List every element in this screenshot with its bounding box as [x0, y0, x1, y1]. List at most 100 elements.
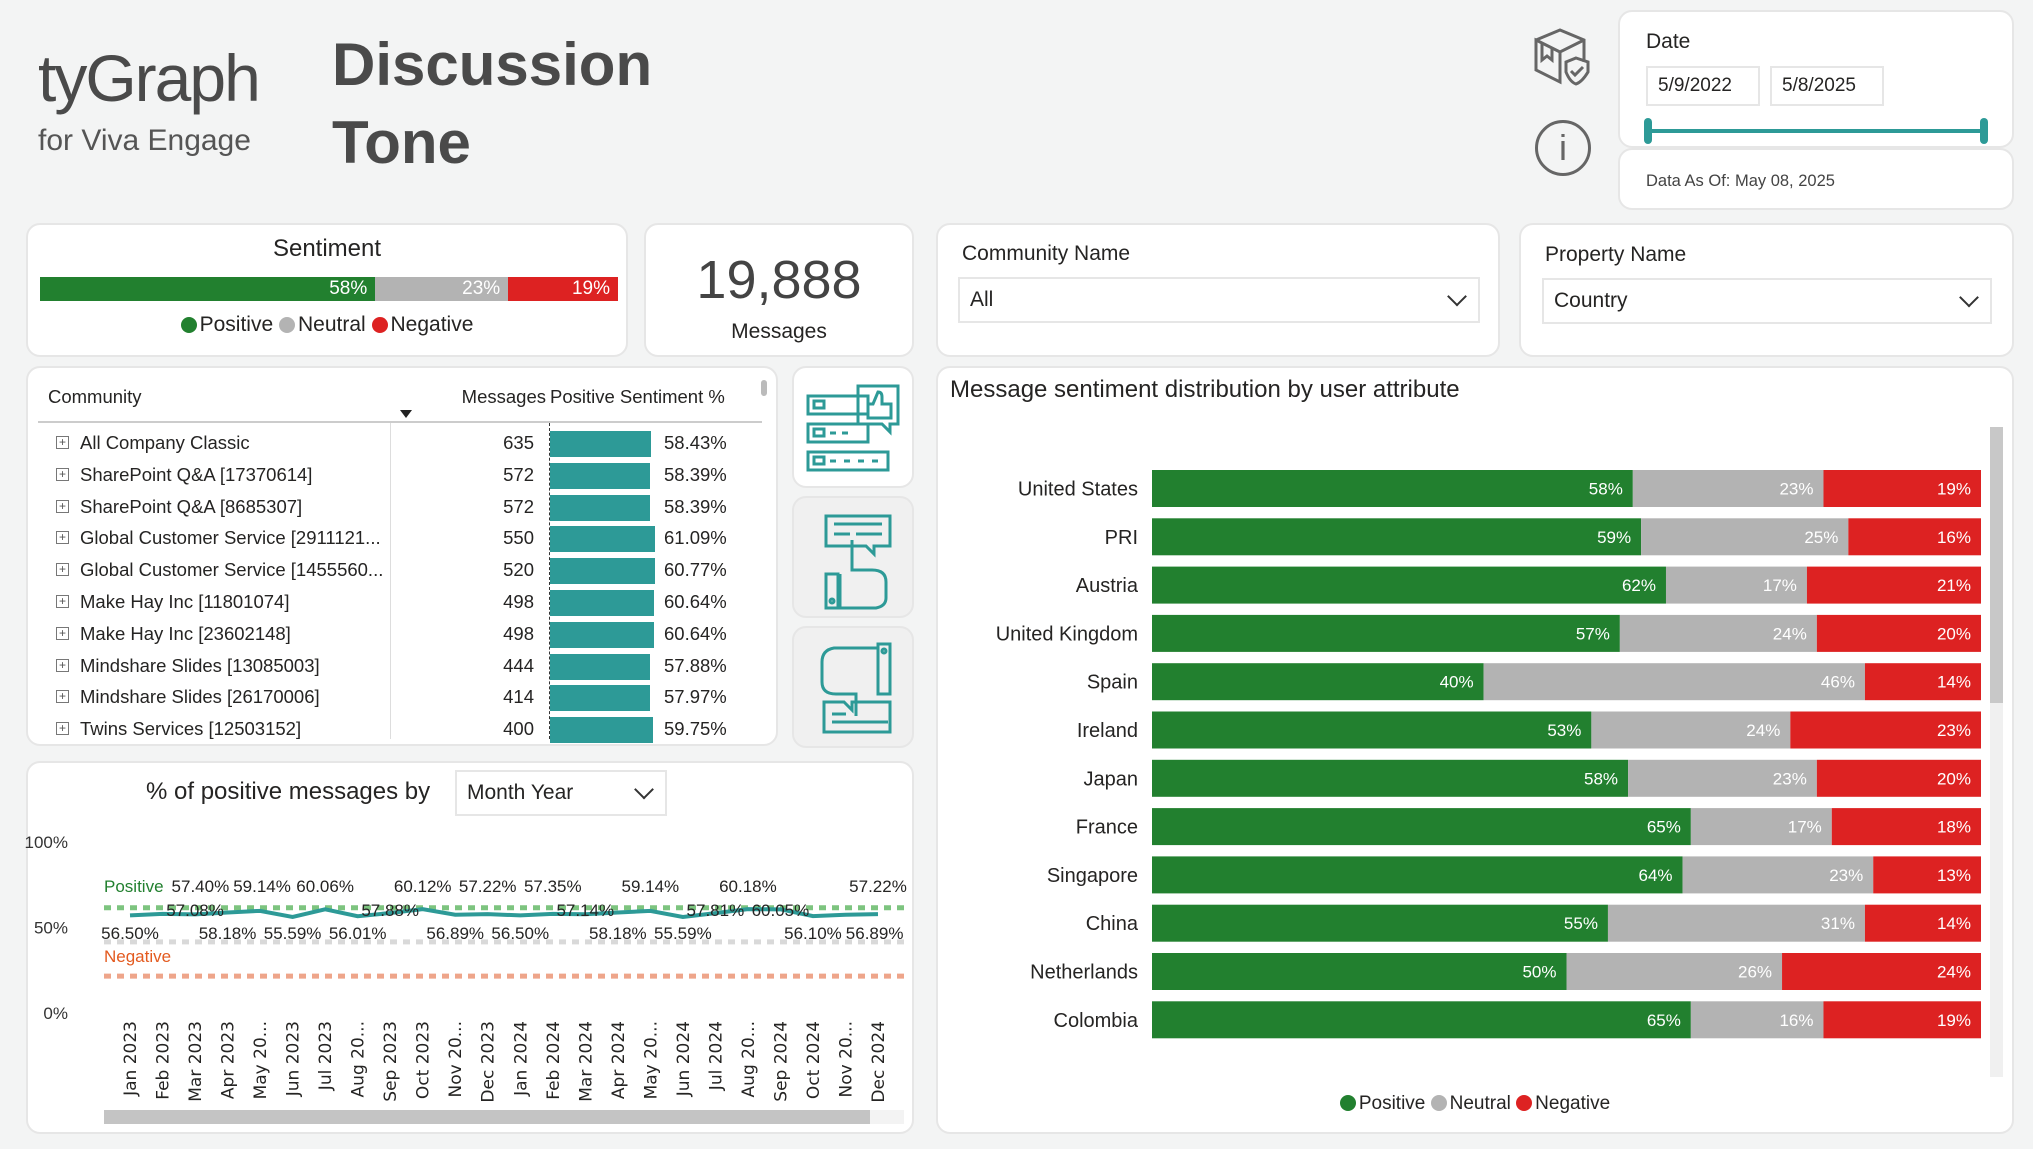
bar-positive[interactable]	[1152, 953, 1567, 990]
date-slider-end-handle[interactable]	[1980, 118, 1988, 144]
bar-label-negative: 21%	[1937, 576, 1971, 595]
expand-icon[interactable]: +	[56, 531, 69, 545]
expand-icon[interactable]: +	[56, 467, 69, 481]
legend-negative[interactable]: Negative	[1535, 1093, 1611, 1114]
bar-neutral[interactable]	[1591, 711, 1791, 749]
x-tick-label: Aug 20...	[349, 1021, 369, 1097]
table-row[interactable]: + Mindshare Slides [26170006] 414 57.97%	[28, 682, 768, 714]
bar-neutral[interactable]	[1682, 856, 1874, 894]
legend-positive[interactable]: Positive	[199, 313, 274, 336]
bar-label-positive: 58%	[1589, 480, 1623, 499]
positive-view-button[interactable]	[792, 496, 914, 618]
bar-negative[interactable]	[1816, 614, 1981, 652]
bar-positive[interactable]	[1152, 808, 1691, 846]
info-icon[interactable]: i	[1535, 120, 1591, 176]
data-label: 56.50%	[491, 924, 549, 943]
community-dropdown[interactable]: All	[958, 277, 1480, 323]
bar-negative[interactable]	[1806, 566, 1981, 604]
bar-label-neutral: 31%	[1821, 914, 1855, 933]
bar-chart-legend: Positive Neutral Negative	[938, 1093, 2012, 1115]
sort-desc-icon[interactable]	[400, 410, 412, 418]
bar-negative[interactable]	[1864, 663, 1981, 701]
data-label: 57.35%	[524, 877, 582, 896]
property-dropdown[interactable]: Country	[1542, 278, 1992, 324]
expand-icon[interactable]: +	[56, 595, 69, 608]
bar-positive[interactable]	[1152, 663, 1484, 701]
bar-negative[interactable]	[1782, 953, 1981, 990]
bar-negative[interactable]	[1816, 759, 1981, 797]
table-row[interactable]: + SharePoint Q&A [17370614] 572 58.39%	[28, 460, 768, 492]
bar-negative[interactable]	[1848, 518, 1981, 556]
expand-icon[interactable]: +	[56, 626, 69, 640]
bar-neutral[interactable]	[1690, 808, 1832, 846]
expand-icon[interactable]: +	[56, 436, 69, 449]
category-label: China	[1086, 913, 1139, 935]
sentiment-negative-segment[interactable]: 19%	[508, 277, 618, 301]
legend-neutral[interactable]: Neutral	[1449, 1093, 1511, 1114]
bar-positive[interactable]	[1152, 1001, 1691, 1039]
sentiment-neutral-segment[interactable]: 23%	[375, 277, 509, 301]
data-label: 60.12%	[394, 877, 452, 896]
category-label: Netherlands	[1030, 962, 1138, 984]
bar-negative[interactable]	[1831, 808, 1981, 846]
positive-sentiment-pct: 58.43%	[664, 432, 727, 453]
bar-neutral[interactable]	[1628, 759, 1817, 797]
end-date-input[interactable]: 5/8/2025	[1770, 66, 1884, 106]
bar-neutral[interactable]	[1665, 566, 1807, 604]
header-positive-sentiment[interactable]: Positive Sentiment %	[550, 386, 725, 407]
bar-chart-scrollbar-thumb[interactable]	[1990, 427, 2003, 703]
bar-neutral[interactable]	[1641, 518, 1849, 556]
table-row[interactable]: + SharePoint Q&A [8685307] 572 58.39%	[28, 492, 768, 524]
table-row[interactable]: + Global Customer Service [2911121... 55…	[28, 523, 768, 555]
expand-icon[interactable]: +	[56, 563, 69, 577]
negative-view-button[interactable]	[792, 626, 914, 748]
tygraph-logo: tyGraph for Viva Engage	[38, 22, 288, 172]
legend-positive[interactable]: Positive	[1358, 1093, 1426, 1114]
expand-icon[interactable]: +	[56, 499, 69, 513]
bar-positive[interactable]	[1152, 614, 1620, 652]
table-row[interactable]: + Twins Services [12503152] 400 59.75%	[28, 714, 768, 746]
table-row[interactable]: + All Company Classic 635 58.43%	[28, 428, 768, 460]
legend-negative[interactable]: Negative	[390, 313, 474, 336]
date-slider-track[interactable]	[1648, 129, 1982, 133]
sentiment-positive-segment[interactable]: 58%	[40, 277, 376, 301]
bar-neutral[interactable]	[1607, 904, 1865, 942]
bar-positive[interactable]	[1152, 759, 1629, 797]
bar-positive[interactable]	[1152, 711, 1592, 749]
sentiment-legend: Positive Neutral Negative	[28, 313, 626, 337]
bar-negative[interactable]	[1790, 711, 1981, 749]
bar-negative[interactable]	[1864, 904, 1981, 942]
bar-neutral[interactable]	[1632, 470, 1824, 507]
table-row[interactable]: + Mindshare Slides [13085003] 444 57.88%	[28, 651, 768, 683]
table-row[interactable]: + Global Customer Service [1455560... 52…	[28, 555, 768, 587]
bar-positive[interactable]	[1152, 566, 1666, 604]
chart-scrollbar-thumb[interactable]	[104, 1110, 870, 1124]
period-dropdown[interactable]: Month Year	[455, 770, 667, 816]
bar-negative[interactable]	[1823, 470, 1981, 507]
legend-neutral[interactable]: Neutral	[297, 313, 366, 336]
header-community[interactable]: Community	[48, 386, 142, 407]
table-scrollbar[interactable]	[761, 380, 767, 396]
expand-icon[interactable]: +	[56, 658, 69, 672]
bar-neutral[interactable]	[1566, 953, 1783, 990]
expand-icon[interactable]: +	[56, 722, 69, 736]
bar-positive[interactable]	[1152, 856, 1683, 894]
start-date-input[interactable]: 5/9/2022	[1646, 66, 1760, 106]
bar-neutral[interactable]	[1483, 663, 1865, 701]
bar-positive[interactable]	[1152, 518, 1642, 556]
bar-negative[interactable]	[1823, 1001, 1981, 1039]
expand-icon[interactable]: +	[56, 690, 69, 704]
bar-negative[interactable]	[1873, 856, 1981, 894]
positive-sentiment-bar	[550, 653, 650, 680]
bar-positive[interactable]	[1152, 904, 1608, 942]
package-shield-icon[interactable]	[1530, 24, 1594, 88]
bar-neutral[interactable]	[1690, 1001, 1824, 1039]
header-messages[interactable]: Messages	[461, 386, 546, 407]
date-slider-start-handle[interactable]	[1644, 118, 1652, 144]
bar-positive[interactable]	[1152, 470, 1633, 507]
table-row[interactable]: + Make Hay Inc [23602148] 498 60.64%	[28, 619, 768, 651]
overview-view-button[interactable]	[792, 366, 914, 488]
table-row[interactable]: + Make Hay Inc [11801074] 498 60.64%	[28, 587, 768, 619]
message-count: 635	[503, 432, 534, 453]
bar-neutral[interactable]	[1619, 614, 1817, 652]
